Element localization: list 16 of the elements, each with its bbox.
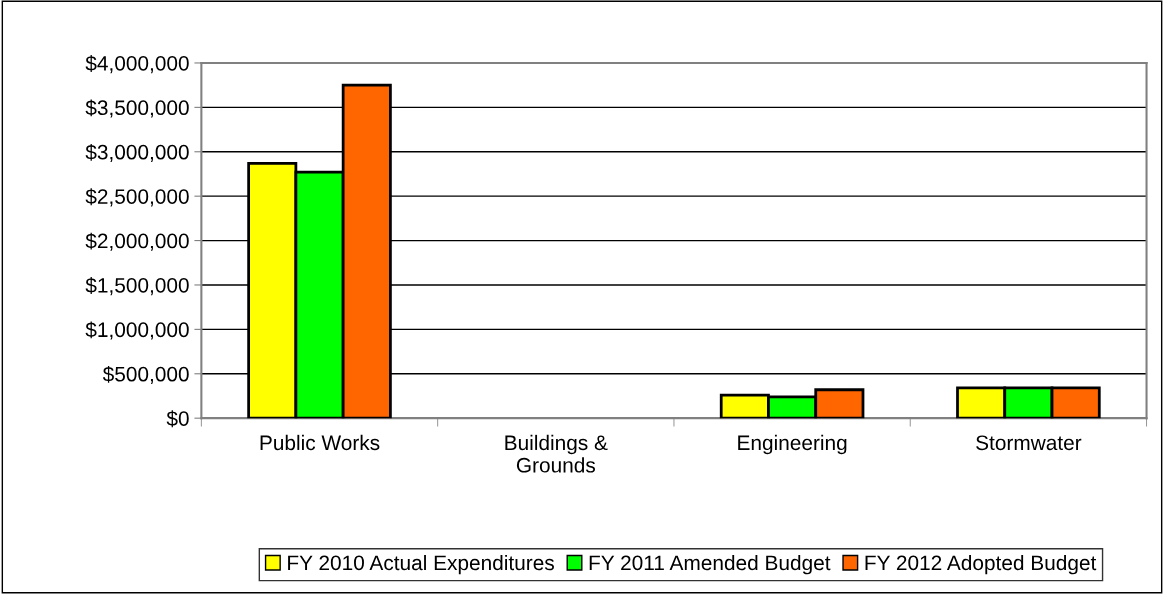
y-tick-label: $2,000,000	[85, 232, 189, 251]
y-tick-label: $3,500,000	[85, 99, 189, 118]
y-tick-label: $4,000,000	[85, 55, 189, 74]
x-tick-label: Engineering	[738, 434, 847, 455]
y-tick-label: $1,500,000	[85, 277, 189, 296]
x-tick-label: Buildings & Grounds	[505, 434, 608, 473]
y-tick-label: $0	[166, 410, 189, 428]
y-tick-label: $1,000,000	[85, 321, 189, 340]
legend-label: FY 2012 Adopted Budget	[865, 554, 1097, 575]
y-tick-label: $500,000	[102, 365, 189, 384]
y-tick-label: $3,000,000	[85, 143, 189, 162]
x-tick-label: Stormwater	[976, 435, 1082, 451]
legend-label: FY 2011 Amended Budget	[589, 554, 831, 575]
y-tick-label: $2,500,000	[85, 188, 189, 207]
x-tick-label: Public Works	[260, 434, 380, 451]
legend-label: FY 2010 Actual Expenditures	[288, 554, 554, 575]
